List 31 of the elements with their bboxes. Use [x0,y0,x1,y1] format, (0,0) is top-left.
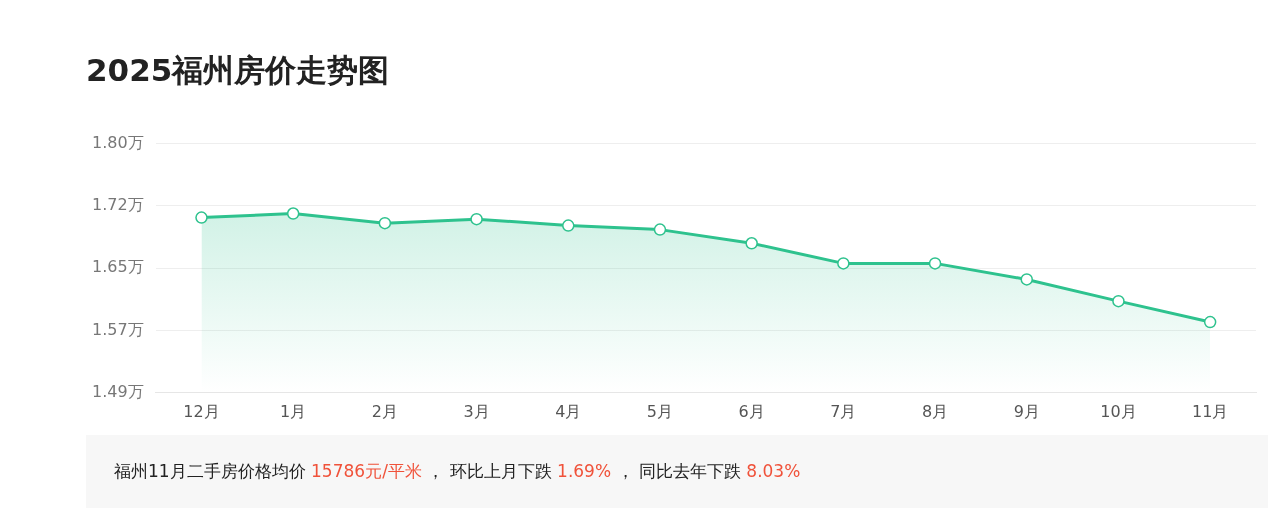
x-tick-label: 8月 [921,401,949,421]
point [928,257,942,270]
y-tick-label: 1.65万 [92,257,144,277]
x-tick-label: 4月 [555,401,582,421]
x-tick-label: 6月 [738,401,765,421]
y-tick-label: 1.57万 [92,319,144,339]
point [745,237,758,250]
x-tick-label: 5月 [646,401,674,421]
point [1020,273,1034,286]
y-tick-label: 1.80万 [92,132,144,152]
x-tick-label: 7月 [830,401,857,421]
point [653,223,667,236]
x-tick-label: 1月 [280,401,307,421]
point [1203,315,1217,329]
x-tick-label: 12月 [183,401,220,421]
point [1112,294,1125,308]
point [378,216,392,230]
point [837,257,850,270]
point [195,211,208,224]
x-tick-label: 2月 [371,401,398,421]
chart-title: 2025福州房价走势图 [86,51,390,90]
point [562,219,575,232]
x-tick-label: 3月 [463,401,490,421]
y-tick-label: 1.72万 [92,195,144,215]
point [286,207,300,220]
text: 福州11月二手房价格均价 15786元/平米 ， 环比上月下跌 1.69% ， 同比去年下跌 8.03% [86,435,1268,508]
x-tick-label: 9月 [1013,401,1040,421]
point [470,212,483,226]
x-tick-label: 11月 [1191,401,1229,421]
x-tick-label: 10月 [1100,401,1137,421]
y-tick-label: 1.49万 [92,381,144,401]
